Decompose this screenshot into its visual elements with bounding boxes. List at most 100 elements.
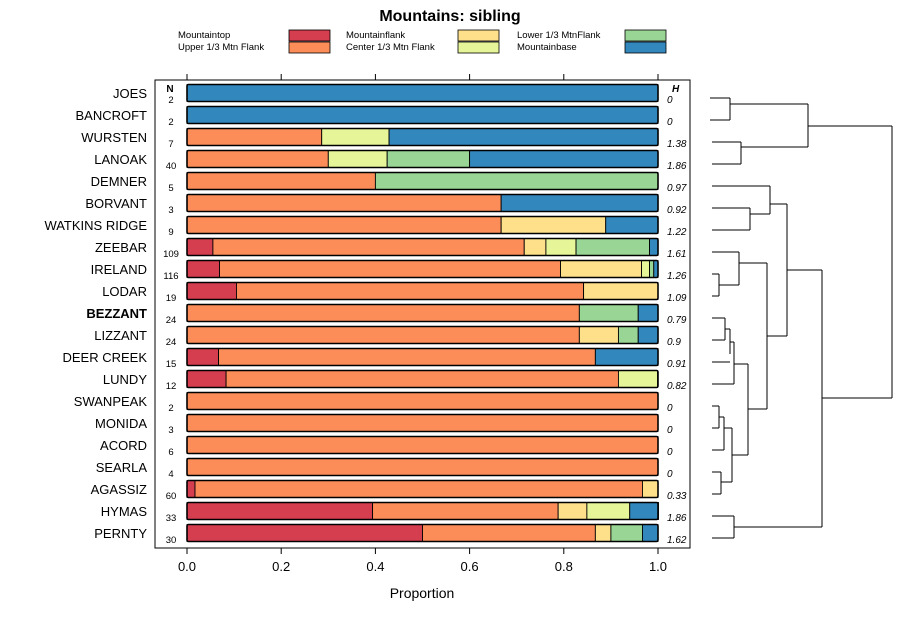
n-value: 60 xyxy=(166,491,177,502)
row-hymas: HYMAS 33 1.86 xyxy=(101,501,687,524)
n-value: 3 xyxy=(168,205,173,216)
bar-segment xyxy=(422,524,596,542)
n-value: 4 xyxy=(168,469,173,480)
bar-outline xyxy=(186,259,659,279)
row-lodar: LODAR 19 1.09 xyxy=(102,281,687,304)
bar-outline xyxy=(186,215,659,235)
row-monida: MONIDA 3 0 xyxy=(95,413,673,436)
bar-segment xyxy=(594,524,612,542)
x-tick-label: 1.0 xyxy=(649,559,667,574)
bar-segment xyxy=(186,436,659,454)
n-value: 2 xyxy=(168,95,173,106)
row-label: SEARLA xyxy=(96,460,148,475)
h-value: 0.97 xyxy=(667,183,687,194)
n-value: 24 xyxy=(166,315,177,326)
n-value: 3 xyxy=(168,425,173,436)
bar-segment xyxy=(186,106,659,124)
row-demner: DEMNER 5 0.97 xyxy=(91,171,687,194)
n-value: 24 xyxy=(166,337,177,348)
bar-segment xyxy=(186,348,220,366)
legend-label-center-1-3-mtn-flank: Center 1/3 Mtn Flank xyxy=(346,42,435,53)
x-axis-label: Proportion xyxy=(390,585,455,601)
bar-segment xyxy=(327,150,388,168)
row-joes: JOES 2 0 xyxy=(113,83,673,106)
row-pernty: PERNTY 30 1.62 xyxy=(94,523,687,546)
bar-segment xyxy=(629,502,659,520)
x-tick-label: 0.6 xyxy=(461,559,479,574)
bar-segment xyxy=(186,150,329,168)
row-lizzant: LIZZANT 24 0.9 xyxy=(94,325,681,348)
bar-outline xyxy=(186,303,659,323)
bar-segment xyxy=(523,238,547,256)
legend-label-mountaintop: Mountaintop xyxy=(178,30,230,41)
n-value: 40 xyxy=(166,161,177,172)
row-label: LIZZANT xyxy=(94,328,147,343)
bar-segment xyxy=(186,524,423,542)
bar-segment xyxy=(642,524,659,542)
bar-segment xyxy=(560,260,642,278)
bar-segment xyxy=(557,502,588,520)
h-value: 1.86 xyxy=(667,513,687,524)
row-label: AGASSIZ xyxy=(91,482,147,497)
h-value: 0 xyxy=(667,447,673,458)
x-axis: 0.0 0.2 0.4 0.6 0.8 1.0 xyxy=(178,74,667,574)
bar-segment xyxy=(236,282,585,300)
bar-outline xyxy=(186,149,659,169)
row-label: WATKINS RIDGE xyxy=(44,218,147,233)
n-value: 19 xyxy=(166,293,177,304)
bar-outline xyxy=(186,479,659,499)
row-lundy: LUNDY 12 0.82 xyxy=(103,369,687,392)
n-value: 33 xyxy=(166,513,177,524)
bar-segment xyxy=(649,238,659,256)
row-label: DEMNER xyxy=(91,174,147,189)
legend-swatch-mountainflank xyxy=(457,29,500,42)
bar-outline xyxy=(186,325,659,345)
h-value: 0 xyxy=(667,425,673,436)
bar-segment xyxy=(186,370,227,388)
legend-label-upper-1-3-mtn-flank: Upper 1/3 Mtn Flank xyxy=(178,42,264,53)
h-value: 0 xyxy=(667,117,673,128)
row-agassiz: AGASSIZ 60 0.33 xyxy=(91,479,687,502)
n-value: 15 xyxy=(166,359,177,370)
bar-segment xyxy=(218,348,596,366)
bar-segment xyxy=(641,260,650,278)
row-lanoak: LANOAK 40 1.86 xyxy=(94,149,687,172)
bar-segment xyxy=(374,172,659,190)
legend-swatch-center-1-3-mtn-flank xyxy=(457,41,500,54)
legend-swatch-lower-1-3-mtnflank xyxy=(624,29,667,42)
row-label: BANCROFT xyxy=(76,108,148,123)
n-value: 2 xyxy=(168,117,173,128)
bar-outline xyxy=(186,501,659,521)
bar-segment xyxy=(388,128,659,146)
bar-segment xyxy=(583,282,659,300)
bar-segment xyxy=(594,348,659,366)
row-bancroft: BANCROFT 2 0 xyxy=(76,105,673,128)
dendrogram xyxy=(710,97,893,539)
bar-outline xyxy=(186,413,659,433)
row-watkins-ridge: WATKINS RIDGE 9 1.22 xyxy=(44,215,687,238)
row-label: ZEEBAR xyxy=(95,240,147,255)
bar-segment xyxy=(637,326,659,344)
bar-outline xyxy=(186,523,659,543)
bar-outline xyxy=(186,105,659,125)
bar-outline xyxy=(186,457,659,477)
bar-segment xyxy=(649,260,655,278)
x-tick-label: 0.2 xyxy=(272,559,290,574)
legend-swatch-mountainbase xyxy=(624,41,667,54)
h-value: 1.09 xyxy=(667,293,687,304)
row-label: HYMAS xyxy=(101,504,148,519)
n-column-header: N xyxy=(166,84,173,95)
chart-title: Mountains: sibling xyxy=(379,8,520,25)
row-ireland: IRELAND 116 1.26 xyxy=(91,259,687,282)
bar-outline xyxy=(186,435,659,455)
h-value: 1.38 xyxy=(667,139,687,150)
row-deer-creek: DEER CREEK 15 0.91 xyxy=(62,347,686,370)
h-value: 0.92 xyxy=(667,205,687,216)
bar-segment xyxy=(617,370,658,388)
h-value: 0.79 xyxy=(667,315,687,326)
row-label: SWANPEAK xyxy=(74,394,148,409)
bar-segment xyxy=(194,480,643,498)
